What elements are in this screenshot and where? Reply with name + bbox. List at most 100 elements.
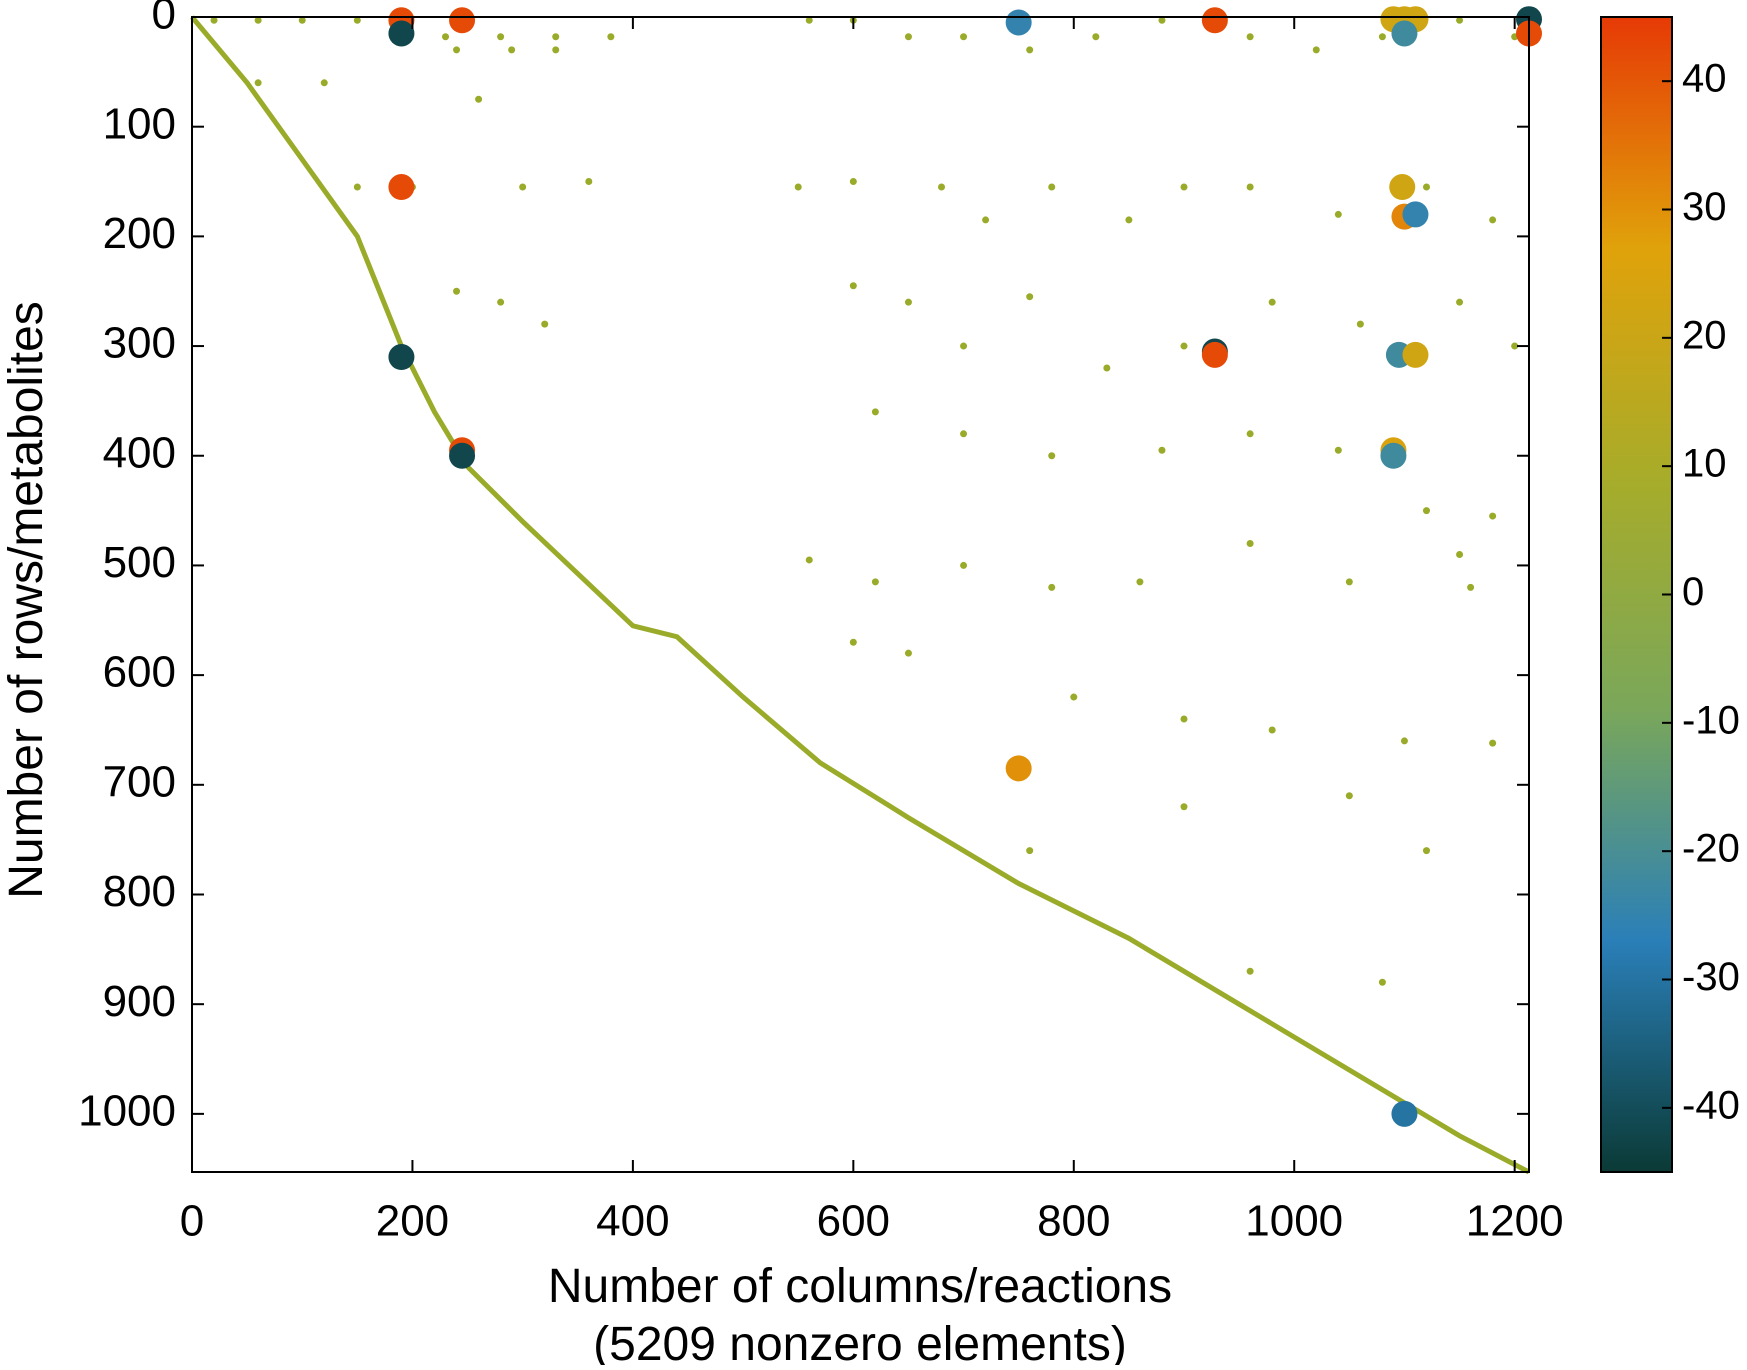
point: [607, 33, 615, 41]
point: [904, 298, 912, 306]
point: [904, 33, 912, 41]
point: [871, 578, 879, 586]
colorbar-tick-label: -30: [1682, 955, 1740, 999]
x-tick-label: 800: [1037, 1197, 1110, 1246]
marker: [449, 7, 476, 34]
point: [552, 33, 560, 41]
point: [1511, 342, 1519, 350]
point: [1456, 16, 1464, 24]
y-axis-label: Number of rows/metabolites: [0, 301, 53, 899]
point: [1026, 847, 1034, 855]
point: [871, 408, 879, 416]
point: [794, 183, 802, 191]
colorbar-tick-label: -40: [1682, 1083, 1740, 1127]
point: [1422, 507, 1430, 515]
y-tick-label: 400: [103, 428, 176, 477]
x-tick-label: 0: [180, 1197, 204, 1246]
marker: [1201, 341, 1228, 368]
point: [1456, 298, 1464, 306]
point: [353, 16, 361, 24]
point: [254, 79, 262, 87]
point: [960, 33, 968, 41]
point: [1246, 967, 1254, 975]
marker: [1005, 9, 1032, 36]
point: [320, 79, 328, 87]
colorbar-tick-label: -20: [1682, 827, 1740, 871]
point: [904, 649, 912, 657]
point: [210, 16, 218, 24]
y-tick-label: 1000: [78, 1086, 176, 1135]
point: [1489, 216, 1497, 224]
point: [453, 46, 461, 54]
point: [1092, 33, 1100, 41]
point: [960, 430, 968, 438]
point: [1246, 539, 1254, 547]
y-tick-label: 100: [103, 99, 176, 148]
diagonal-line: [190, 15, 1531, 1175]
marker: [1201, 7, 1228, 34]
point: [849, 282, 857, 290]
point: [442, 33, 450, 41]
colorbar-tick-label: 40: [1682, 57, 1727, 101]
y-tick-label: 600: [103, 648, 176, 697]
point: [1422, 183, 1430, 191]
point: [475, 95, 483, 103]
point: [497, 298, 505, 306]
y-tick-label: 0: [152, 0, 176, 39]
point: [849, 638, 857, 646]
colorbar-tick-label: 10: [1682, 442, 1727, 486]
point: [1246, 183, 1254, 191]
y-tick-label: 700: [103, 757, 176, 806]
point: [938, 183, 946, 191]
point: [1489, 512, 1497, 520]
plot-frame: [191, 16, 1530, 1173]
x-axis-note: (5209 nonzero elements): [593, 1318, 1127, 1365]
marker: [388, 20, 415, 47]
point: [519, 183, 527, 191]
point: [1158, 16, 1166, 24]
point: [960, 561, 968, 569]
point: [1180, 342, 1188, 350]
x-tick-label: 1200: [1466, 1197, 1564, 1246]
point: [298, 16, 306, 24]
point: [254, 16, 262, 24]
point: [1070, 693, 1078, 701]
point: [1378, 978, 1386, 986]
marker: [388, 174, 415, 201]
point: [1456, 550, 1464, 558]
point: [960, 342, 968, 350]
point: [1180, 715, 1188, 723]
point: [1268, 298, 1276, 306]
x-tick-label: 200: [376, 1197, 449, 1246]
point: [1103, 364, 1111, 372]
colorbar: [1600, 16, 1673, 1173]
point: [1345, 578, 1353, 586]
point: [1246, 430, 1254, 438]
point: [1246, 33, 1254, 41]
point: [1048, 452, 1056, 460]
colorbar-tick-label: 0: [1682, 570, 1704, 614]
colorbar-tick-label: 30: [1682, 185, 1727, 229]
point: [453, 287, 461, 295]
point: [353, 183, 361, 191]
x-axis-label: Number of columns/reactions: [548, 1260, 1172, 1313]
colorbar-tick-label: 20: [1682, 313, 1727, 357]
marker: [1380, 442, 1407, 469]
point: [508, 46, 516, 54]
point: [541, 320, 549, 328]
point: [1312, 46, 1320, 54]
point: [1125, 216, 1133, 224]
point: [552, 46, 560, 54]
point: [1400, 737, 1408, 745]
marker: [388, 344, 415, 371]
point: [1048, 583, 1056, 591]
point: [1180, 183, 1188, 191]
point: [1334, 446, 1342, 454]
point: [585, 178, 593, 186]
x-tick-label: 400: [596, 1197, 669, 1246]
point: [1026, 293, 1034, 301]
y-tick-label: 300: [103, 319, 176, 368]
point: [1026, 46, 1034, 54]
point: [1334, 210, 1342, 218]
point: [497, 33, 505, 41]
